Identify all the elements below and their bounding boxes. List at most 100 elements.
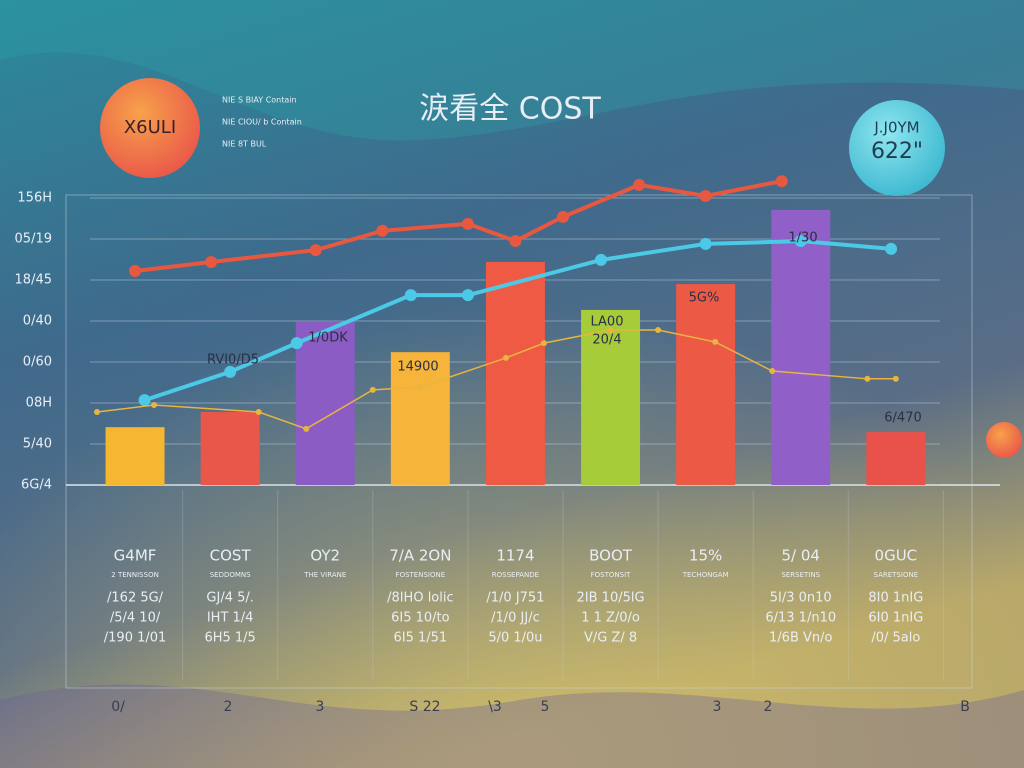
line-point (417, 384, 424, 391)
line-point (461, 217, 474, 230)
decor-dot (986, 422, 1022, 458)
footer-label: 2 (764, 699, 773, 715)
x-tick-label: 0GUC (875, 547, 918, 565)
x-tick-label: G4MF (114, 547, 157, 565)
category-note: /190 1/01 (104, 631, 167, 646)
bar (771, 209, 831, 485)
x-tick-label: OY2 (310, 547, 340, 565)
bar (676, 284, 736, 485)
bar (866, 432, 926, 485)
y-tick-label: 6G/4 (21, 478, 52, 493)
line-point (775, 175, 788, 188)
category-note: /1/0 JJ/c (491, 611, 540, 626)
x-tick-label: 7/A 2ON (389, 547, 451, 565)
line-series (96, 329, 896, 430)
badge (849, 100, 945, 196)
line-point (404, 289, 417, 302)
line-point (129, 264, 142, 277)
category-note: 1 1 Z/0/o (581, 611, 640, 626)
bar (105, 427, 165, 485)
annotation: 5G% (689, 291, 720, 306)
wave (0, 684, 1024, 768)
category-note: ROSSEPANDE (492, 571, 539, 579)
category-note: /162 5G/ (107, 591, 164, 606)
category-note: 8I0 1nIG (868, 591, 923, 606)
line-point (892, 375, 899, 382)
y-tick-label: 08H (26, 396, 52, 411)
footer-label: S 22 (409, 699, 440, 715)
line-point (369, 386, 376, 393)
bar (200, 412, 260, 485)
line-point (557, 210, 569, 223)
category-note: /5/4 10/ (110, 611, 161, 626)
bar (295, 321, 355, 485)
line-point (303, 425, 310, 432)
y-tick-label: 05/19 (15, 232, 52, 247)
category-note: 2 TENNISSON (111, 571, 159, 579)
category-note: TECHONGAM (682, 571, 729, 579)
footer-label: B (960, 699, 970, 715)
footer-label: 5 (541, 699, 550, 715)
footer-label: 0/ (111, 699, 125, 715)
footer-label: \3 (488, 699, 502, 715)
category-note: 5I/3 0n10 (770, 591, 832, 606)
line-point (290, 337, 303, 350)
category-note: THE VIRANE (303, 571, 346, 579)
category-note: FOSTONSIT (591, 571, 632, 579)
x-tick-label: 5/ 04 (782, 547, 820, 565)
y-tick-label: 0/40 (23, 314, 52, 329)
line-point (699, 237, 712, 250)
line-point (712, 338, 719, 345)
badge-text: 622" (871, 139, 923, 164)
badge-text: X6ULI (124, 117, 176, 138)
category-note: 6H5 1/5 (204, 631, 255, 646)
category-note: 5/0 1/0u (488, 631, 542, 646)
annotation: 6/470 (884, 411, 921, 426)
frame (65, 194, 973, 689)
x-tick-label: 1174 (496, 547, 534, 565)
category-note: 6/13 1/n10 (765, 611, 836, 626)
line-point (309, 244, 322, 257)
category-note: SERSETINS (781, 571, 820, 579)
footer-label: 3 (316, 699, 325, 715)
annotation: 14900 (397, 360, 438, 375)
line-point (655, 327, 662, 334)
line-point (864, 375, 871, 382)
line-point (138, 394, 151, 407)
category-note: SEDDOMNS (210, 571, 251, 579)
line-point (205, 255, 218, 268)
footer-label: 2 (224, 699, 233, 715)
y-tick-label: 5/40 (23, 437, 52, 452)
line-point (224, 365, 237, 378)
bar (390, 352, 450, 485)
line-point (607, 327, 614, 334)
chart-title: 涙看全 COST (419, 92, 601, 127)
bar (485, 261, 545, 485)
line-point (633, 178, 646, 191)
line-point (769, 368, 776, 375)
line-point (540, 340, 547, 347)
annotation: 1/30 (788, 231, 817, 246)
line-point (151, 402, 158, 409)
annotation: 20/4 (592, 333, 621, 348)
legend-text: NIE 8T BUL (222, 140, 267, 149)
wave (0, 0, 1024, 141)
footer-label: 3 (713, 699, 722, 715)
y-tick-label: 156H (17, 191, 52, 206)
line-point (595, 253, 608, 266)
line-point (94, 409, 101, 416)
category-note: V/G Z/ 8 (584, 631, 637, 646)
category-note: 1/6B Vn/o (769, 631, 832, 646)
category-note: 2IB 10/5lG (577, 591, 645, 606)
badge-text: J.J0YM (873, 119, 919, 137)
line-point (502, 354, 509, 361)
y-tick-label: 18/45 (15, 273, 52, 288)
line-series (134, 179, 783, 273)
line-point (255, 409, 262, 416)
category-note: FOSTENSIONE (396, 571, 446, 579)
x-tick-label: BOOT (589, 547, 633, 565)
line-point (885, 242, 898, 255)
category-note: IHT 1/4 (207, 611, 254, 626)
y-tick-label: 0/60 (23, 355, 52, 370)
